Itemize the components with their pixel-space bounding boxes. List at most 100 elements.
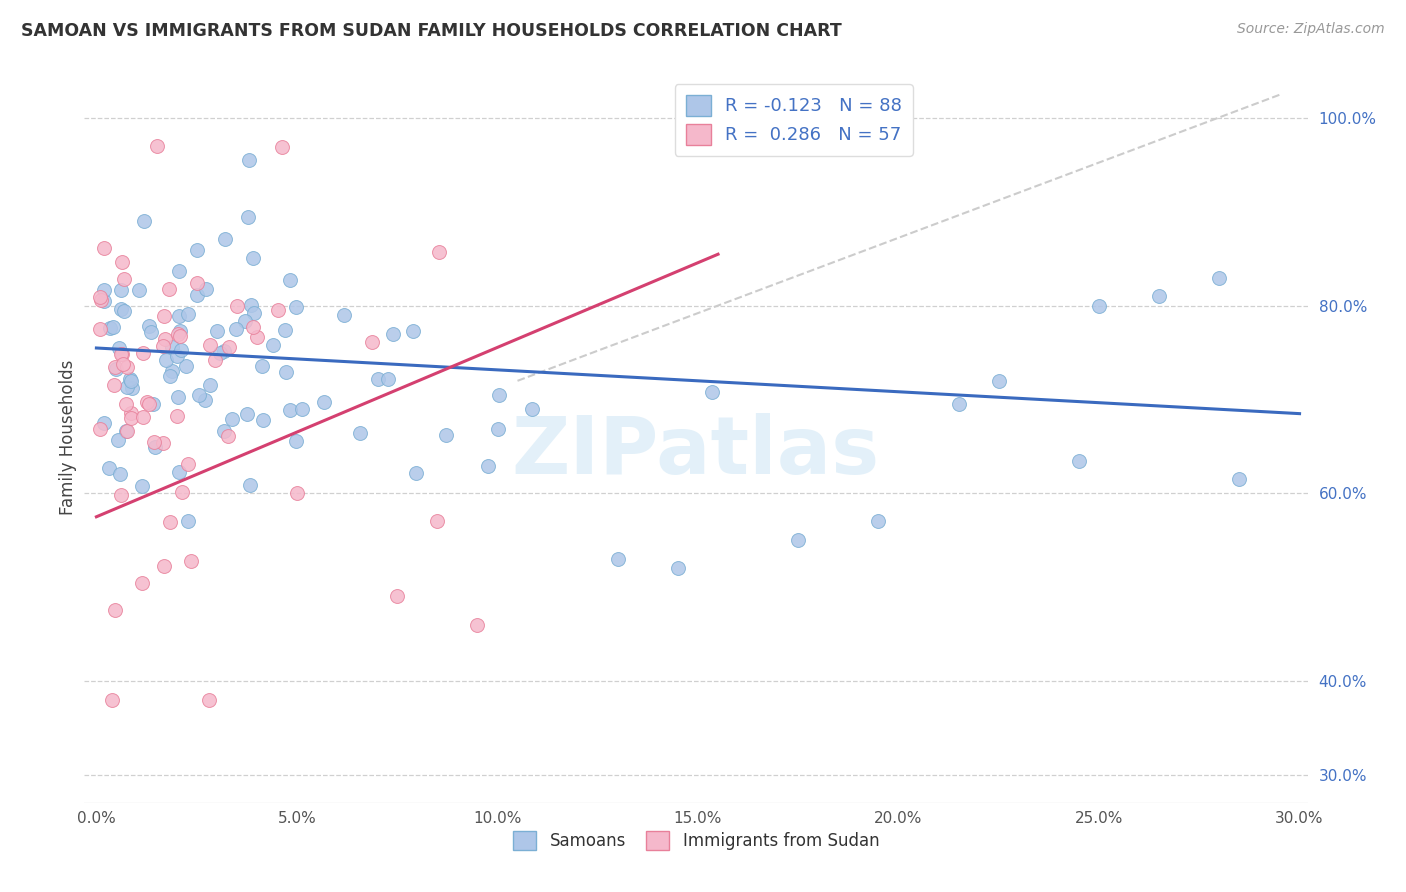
Point xyxy=(110,283,132,297)
Text: SAMOAN VS IMMIGRANTS FROM SUDAN FAMILY HOUSEHOLDS CORRELATION CHART: SAMOAN VS IMMIGRANTS FROM SUDAN FAMILY H… xyxy=(21,22,842,40)
Point xyxy=(226,300,249,314)
Point xyxy=(112,272,135,286)
Point xyxy=(135,395,157,409)
Point xyxy=(278,403,301,417)
Point xyxy=(90,293,112,307)
Point xyxy=(101,319,124,334)
Point xyxy=(520,402,543,417)
Point xyxy=(89,322,111,336)
Point xyxy=(176,514,198,528)
Point xyxy=(111,357,134,371)
Point xyxy=(110,488,132,502)
Point xyxy=(177,307,200,321)
Point xyxy=(209,346,232,360)
Point xyxy=(1147,289,1170,303)
Point xyxy=(238,153,260,168)
Point xyxy=(131,410,153,425)
Point xyxy=(606,552,628,566)
Point xyxy=(194,393,217,408)
Point xyxy=(270,140,292,154)
Point xyxy=(467,617,489,632)
Point xyxy=(218,340,240,354)
Point xyxy=(172,485,194,500)
Point xyxy=(198,338,221,352)
Point xyxy=(138,397,160,411)
Point xyxy=(108,467,131,482)
Point xyxy=(1208,270,1230,285)
Point xyxy=(142,397,165,411)
Point xyxy=(159,515,181,529)
Point xyxy=(104,361,127,376)
Point xyxy=(110,347,132,361)
Point xyxy=(243,306,266,320)
Point xyxy=(177,457,200,471)
Point xyxy=(167,327,190,342)
Point xyxy=(89,422,111,436)
Point xyxy=(385,590,408,604)
Point xyxy=(666,561,689,575)
Point xyxy=(787,533,810,548)
Point xyxy=(186,244,208,258)
Point xyxy=(145,139,167,153)
Point xyxy=(349,426,371,441)
Point xyxy=(312,395,335,409)
Point xyxy=(169,329,191,343)
Point xyxy=(246,330,269,344)
Point xyxy=(138,318,160,333)
Point xyxy=(273,323,295,337)
Point xyxy=(187,388,209,402)
Point xyxy=(434,427,457,442)
Point xyxy=(101,692,124,706)
Point xyxy=(152,436,174,450)
Text: ZIPatlas: ZIPatlas xyxy=(512,413,880,491)
Point xyxy=(128,283,150,297)
Point xyxy=(103,378,125,392)
Point xyxy=(120,372,142,386)
Point xyxy=(1088,299,1111,313)
Point xyxy=(285,486,308,500)
Point xyxy=(238,210,260,224)
Point xyxy=(104,603,127,617)
Point xyxy=(291,401,314,416)
Y-axis label: Family Households: Family Households xyxy=(59,359,77,515)
Point xyxy=(204,352,226,367)
Point xyxy=(285,434,308,448)
Point xyxy=(198,377,221,392)
Point xyxy=(242,251,264,265)
Point xyxy=(987,374,1010,388)
Point xyxy=(702,385,724,400)
Point xyxy=(367,372,389,386)
Point xyxy=(239,478,262,492)
Point xyxy=(120,406,142,420)
Point xyxy=(115,359,138,374)
Point xyxy=(166,390,188,404)
Point xyxy=(236,407,259,421)
Point xyxy=(131,479,153,493)
Point xyxy=(93,283,115,297)
Point xyxy=(132,346,155,360)
Point xyxy=(169,325,191,339)
Point xyxy=(131,576,153,591)
Point xyxy=(157,282,180,296)
Point xyxy=(242,320,264,334)
Point xyxy=(115,380,138,394)
Point xyxy=(217,428,239,442)
Point xyxy=(169,466,191,480)
Point xyxy=(115,424,138,438)
Point xyxy=(111,255,134,269)
Point xyxy=(233,314,256,328)
Point xyxy=(427,244,450,259)
Point xyxy=(240,298,263,312)
Point xyxy=(170,343,193,358)
Point xyxy=(278,273,301,287)
Point xyxy=(152,558,174,573)
Point xyxy=(225,321,247,335)
Point xyxy=(132,214,155,228)
Point xyxy=(360,335,382,350)
Point xyxy=(426,515,449,529)
Point xyxy=(488,388,510,402)
Point xyxy=(250,359,273,373)
Point xyxy=(214,232,236,246)
Point xyxy=(207,324,229,338)
Point xyxy=(108,342,131,356)
